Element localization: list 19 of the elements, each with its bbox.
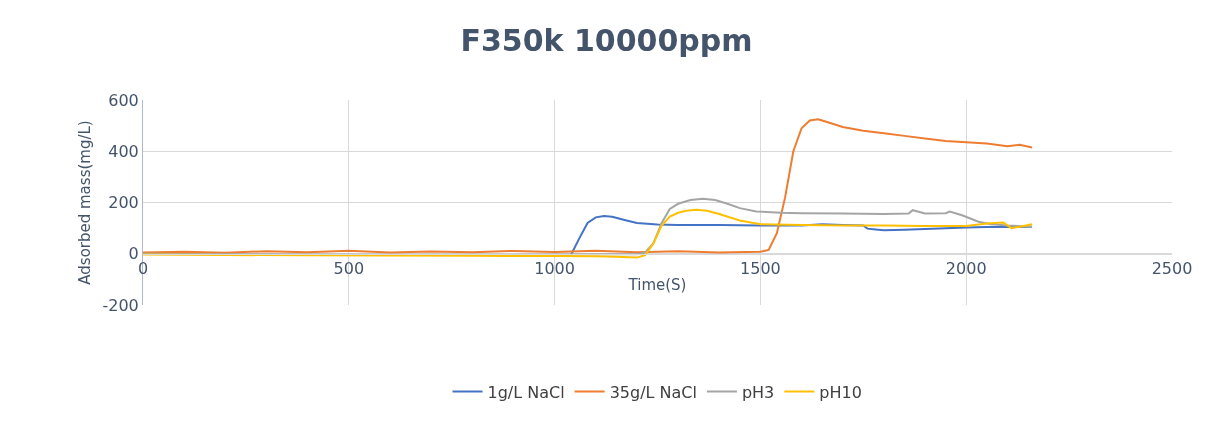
y-tick-label: 400 — [108, 141, 139, 161]
legend-label: pH10 — [819, 382, 862, 402]
x-tick-label: 1500 — [740, 258, 781, 278]
y-tick-label: 200 — [108, 193, 139, 213]
line-series — [143, 118, 1034, 254]
x-tick-label: 500 — [333, 258, 365, 278]
chart-title: F350k 10000ppm — [460, 23, 753, 59]
x-tick-label: 2500 — [1151, 258, 1193, 278]
y-axis-title: Adsorbed mass(mg/L) — [75, 120, 94, 285]
legend-label: 1g/L NaCl — [487, 382, 565, 402]
y-tick-label: 600 — [108, 90, 139, 110]
x-tick-label: 1000 — [534, 258, 575, 278]
line-series — [143, 208, 1034, 259]
legend-label: 35g/L NaCl — [609, 382, 697, 402]
x-axis-title: Time(S) — [627, 275, 687, 294]
y-tick-label: 0 — [128, 244, 139, 264]
legend-label: pH3 — [741, 382, 775, 402]
x-tick-label: 2000 — [945, 258, 987, 278]
y-tick-label: -200 — [102, 295, 139, 315]
